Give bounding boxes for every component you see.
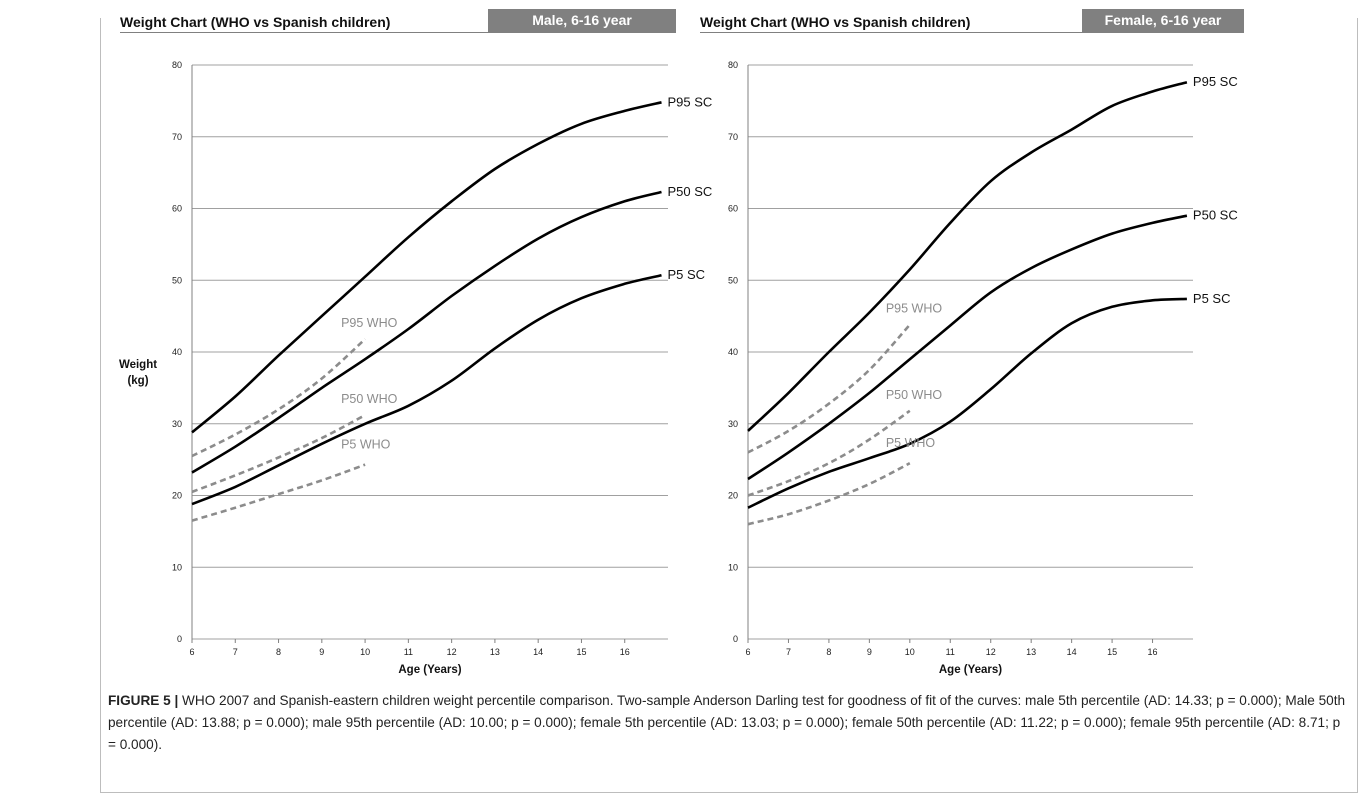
- figure-label: FIGURE 5 |: [108, 693, 179, 708]
- x-tick-label: 11: [946, 647, 955, 657]
- x-tick-label: 7: [233, 647, 238, 657]
- y-tick-label: 70: [728, 132, 738, 142]
- series-label-p5-who: P5 WHO: [886, 436, 936, 450]
- series-line-p95-sc: [747, 80, 1188, 432]
- y-tick-label: 30: [172, 419, 182, 429]
- y-tick-label: 60: [728, 204, 738, 214]
- x-tick-label: 9: [867, 647, 872, 657]
- y-tick-label: 40: [728, 347, 738, 357]
- series-line-p50-who: [191, 413, 366, 494]
- y-tick-label: 70: [172, 132, 182, 142]
- y-tick-label: 0: [733, 634, 738, 644]
- x-tick-label: 15: [576, 647, 586, 657]
- y-tick-label: 10: [172, 562, 182, 572]
- y-tick-label: 80: [172, 60, 182, 70]
- series-label-p5-sc: P5 SC: [668, 267, 706, 282]
- figure-frame: [100, 18, 1358, 793]
- series-line-p5-sc: [747, 297, 1187, 509]
- series-line-p5-who: [191, 463, 366, 522]
- x-tick-label: 16: [1148, 647, 1158, 657]
- series-line-p5-who: [747, 462, 911, 526]
- x-tick-label: 12: [447, 647, 457, 657]
- x-tick-label: 13: [490, 647, 500, 657]
- series-label-p50-who: P50 WHO: [886, 388, 943, 402]
- series-label-p95-who: P95 WHO: [341, 316, 398, 330]
- series-label-p50-sc: P50 SC: [668, 184, 713, 199]
- x-axis-label: Age (Years): [939, 664, 1002, 676]
- y-tick-label: 30: [728, 419, 738, 429]
- title-underline: [700, 32, 1244, 33]
- chart-title: Weight Chart (WHO vs Spanish children): [700, 14, 971, 30]
- x-tick-label: 14: [533, 647, 543, 657]
- series-label-p95-who: P95 WHO: [886, 302, 943, 316]
- x-tick-label: 9: [319, 647, 324, 657]
- series-line-p5-sc: [191, 273, 662, 506]
- chart-subtitle-badge: Female, 6-16 year: [1082, 9, 1244, 32]
- x-tick-label: 10: [360, 647, 370, 657]
- x-tick-label: 14: [1067, 647, 1077, 657]
- y-axis-label: Weight: [119, 359, 157, 371]
- y-axis-label: (kg): [127, 375, 148, 387]
- x-tick-label: 13: [1026, 647, 1036, 657]
- series-label-p5-sc: P5 SC: [1193, 291, 1231, 306]
- series-label-p50-who: P50 WHO: [341, 392, 398, 406]
- y-tick-label: 50: [172, 275, 182, 285]
- figure-caption: FIGURE 5 | WHO 2007 and Spanish-eastern …: [108, 690, 1348, 756]
- series-line-p95-sc: [191, 101, 662, 434]
- y-tick-label: 20: [728, 491, 738, 501]
- series-line-p95-who: [191, 338, 366, 458]
- series-line-p95-who: [747, 323, 911, 454]
- series-label-p95-sc: P95 SC: [668, 94, 713, 109]
- chart-title: Weight Chart (WHO vs Spanish children): [120, 14, 391, 30]
- series-label-p5-who: P5 WHO: [341, 438, 391, 452]
- y-tick-label: 40: [172, 347, 182, 357]
- x-tick-label: 6: [745, 647, 750, 657]
- chart-subtitle-badge: Male, 6-16 year: [488, 9, 676, 32]
- x-tick-label: 8: [826, 647, 831, 657]
- x-axis-label: Age (Years): [398, 664, 461, 676]
- series-line-p50-sc: [191, 190, 662, 474]
- y-tick-label: 80: [728, 60, 738, 70]
- y-tick-label: 0: [177, 634, 182, 644]
- series-label-p50-sc: P50 SC: [1193, 208, 1238, 223]
- title-underline: [120, 32, 676, 33]
- series-label-p95-sc: P95 SC: [1193, 74, 1238, 89]
- x-tick-label: 7: [786, 647, 791, 657]
- x-tick-label: 15: [1107, 647, 1117, 657]
- x-tick-label: 11: [404, 647, 413, 657]
- x-tick-label: 6: [189, 647, 194, 657]
- caption-text: WHO 2007 and Spanish-eastern children we…: [108, 693, 1346, 752]
- y-tick-label: 50: [728, 275, 738, 285]
- series-line-p50-sc: [747, 214, 1188, 481]
- y-tick-label: 20: [172, 491, 182, 501]
- x-tick-label: 8: [276, 647, 281, 657]
- x-tick-label: 16: [620, 647, 630, 657]
- x-tick-label: 12: [986, 647, 996, 657]
- y-tick-label: 60: [172, 204, 182, 214]
- x-tick-label: 10: [905, 647, 915, 657]
- y-tick-label: 10: [728, 562, 738, 572]
